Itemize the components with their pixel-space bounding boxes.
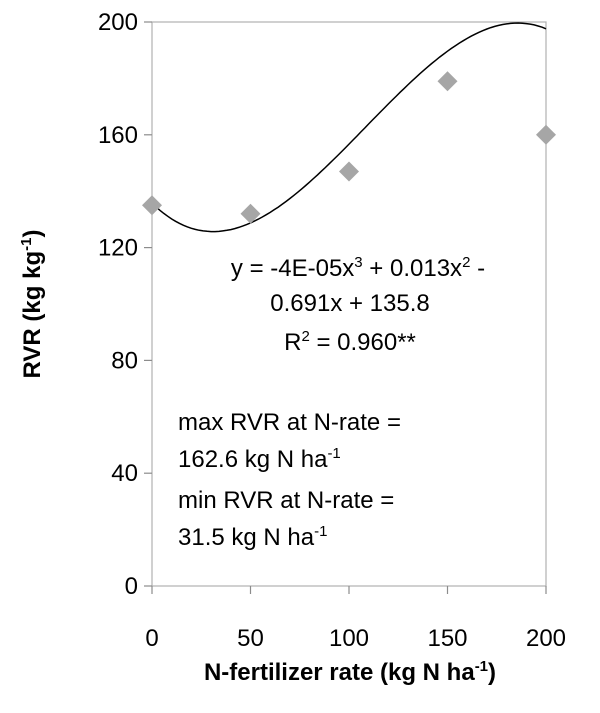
max-rvr-line-2: 162.6 kg N ha-1 [178,445,341,473]
x-axis-title: N-fertilizer rate (kg N ha-1) [204,658,496,686]
x-tick-label: 100 [329,625,369,652]
y-axis: 0 40 80 120 160 200 [98,9,152,600]
trendline [151,22,547,233]
data-point [437,71,458,92]
equation-line-2: 0.691x + 135.8 [270,290,429,317]
plot-area [151,21,547,587]
y-tick-label: 80 [111,347,138,374]
x-axis-title-sup: -1 [475,658,488,675]
data-point [339,161,359,182]
data-point [240,203,261,224]
min-rvr-line-1: min RVR at N-rate = [178,487,394,514]
x-axis: 0 50 100 150 200 [145,586,566,652]
x-tick-label: 200 [526,625,566,652]
y-tick-label: 0 [125,573,138,600]
x-tick-label: 0 [145,625,158,652]
data-point [536,124,556,145]
x-tick-label: 150 [427,625,467,652]
r-squared-label: R2 = 0.960** [284,328,416,356]
y-axis-title-sup: -1 [18,238,35,251]
data-point [142,195,162,216]
equation-line-1: y = -4E-05x3 + 0.013x2 - [231,254,485,282]
x-tick-label: 50 [237,625,264,652]
data-points [142,71,556,224]
max-rvr-line-1: max RVR at N-rate = [178,409,401,436]
min-rvr-line-2: 31.5 kg N ha-1 [178,523,327,551]
y-tick-label: 200 [98,9,138,36]
y-tick-label: 120 [98,235,138,262]
y-tick-label: 160 [98,122,138,149]
y-tick-label: 40 [111,460,138,487]
y-axis-title: RVR (kg kg-1) [18,230,46,379]
